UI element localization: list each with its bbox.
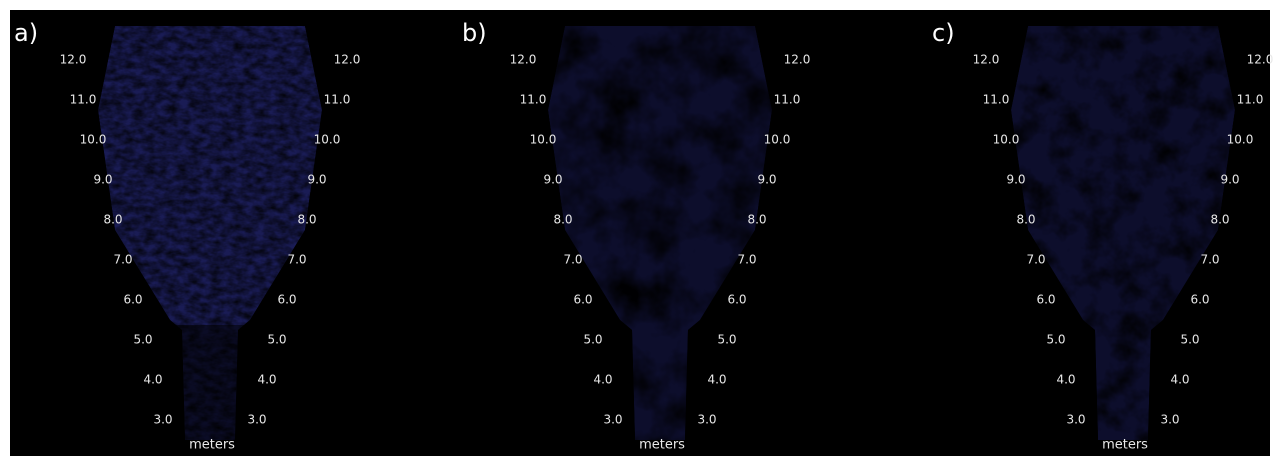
range-label-right: 3.0 — [247, 413, 266, 427]
range-label-left: 10.0 — [80, 133, 107, 147]
range-label-left: 3.0 — [1066, 413, 1085, 427]
range-label-right: 6.0 — [727, 293, 746, 307]
range-label-right: 3.0 — [1160, 413, 1179, 427]
range-label-right: 8.0 — [297, 213, 316, 227]
range-label-left: 11.0 — [983, 93, 1010, 107]
range-label-right: 5.0 — [717, 333, 736, 347]
range-label-right: 7.0 — [737, 253, 756, 267]
range-label-right: 12.0 — [784, 53, 811, 67]
range-label-left: 7.0 — [1026, 253, 1045, 267]
unit-label: meters — [189, 438, 235, 453]
range-label-right: 12.0 — [334, 53, 361, 67]
range-label-right: 11.0 — [1237, 93, 1264, 107]
range-label-left: 5.0 — [1046, 333, 1065, 347]
range-label-left: 11.0 — [70, 93, 97, 107]
panel-label: a) — [14, 19, 38, 47]
range-label-right: 9.0 — [1220, 173, 1239, 187]
range-label-left: 7.0 — [113, 253, 132, 267]
range-label-right: 7.0 — [1200, 253, 1219, 267]
range-label-left: 10.0 — [993, 133, 1020, 147]
range-label-left: 4.0 — [593, 373, 612, 387]
range-label-left: 10.0 — [530, 133, 557, 147]
range-label-left: 6.0 — [573, 293, 592, 307]
range-label-right: 3.0 — [697, 413, 716, 427]
range-label-left: 3.0 — [603, 413, 622, 427]
range-label-left: 8.0 — [1016, 213, 1035, 227]
range-label-left: 3.0 — [153, 413, 172, 427]
sonar-panel: a) 12.0 12.0 11.0 11.0 10.0 10.0 9.0 9.0 8.0 8.0 7.… — [14, 19, 360, 453]
range-label-left: 8.0 — [553, 213, 572, 227]
range-label-left: 5.0 — [133, 333, 152, 347]
range-label-right: 6.0 — [1190, 293, 1209, 307]
range-label-right: 6.0 — [277, 293, 296, 307]
range-label-left: 11.0 — [520, 93, 547, 107]
range-label-right: 9.0 — [757, 173, 776, 187]
range-label-right: 5.0 — [267, 333, 286, 347]
range-label-right: 11.0 — [324, 93, 351, 107]
range-label-left: 4.0 — [143, 373, 162, 387]
range-label-right: 4.0 — [257, 373, 276, 387]
range-label-left: 9.0 — [543, 173, 562, 187]
range-label-right: 7.0 — [287, 253, 306, 267]
range-label-right: 5.0 — [1180, 333, 1199, 347]
range-label-left: 8.0 — [103, 213, 122, 227]
range-label-right: 10.0 — [314, 133, 341, 147]
panel-label: b) — [462, 19, 487, 47]
sonar-image — [98, 26, 322, 440]
range-label-left: 12.0 — [973, 53, 1000, 67]
range-label-left: 6.0 — [123, 293, 142, 307]
range-label-right: 8.0 — [747, 213, 766, 227]
range-label-right: 10.0 — [1227, 133, 1254, 147]
range-label-right: 8.0 — [1210, 213, 1229, 227]
range-label-right: 4.0 — [1170, 373, 1189, 387]
range-label-right: 4.0 — [707, 373, 726, 387]
range-label-right: 12.0 — [1247, 53, 1274, 67]
range-label-left: 7.0 — [563, 253, 582, 267]
range-label-left: 12.0 — [510, 53, 537, 67]
range-label-left: 4.0 — [1056, 373, 1075, 387]
unit-label: meters — [639, 438, 685, 453]
range-label-left: 6.0 — [1036, 293, 1055, 307]
range-label-left: 12.0 — [60, 53, 87, 67]
range-label-left: 5.0 — [583, 333, 602, 347]
range-label-left: 9.0 — [93, 173, 112, 187]
range-label-right: 11.0 — [774, 93, 801, 107]
unit-label: meters — [1102, 438, 1148, 453]
panel-label: c) — [932, 19, 955, 47]
range-label-left: 9.0 — [1006, 173, 1025, 187]
range-label-right: 10.0 — [764, 133, 791, 147]
range-label-right: 9.0 — [307, 173, 326, 187]
